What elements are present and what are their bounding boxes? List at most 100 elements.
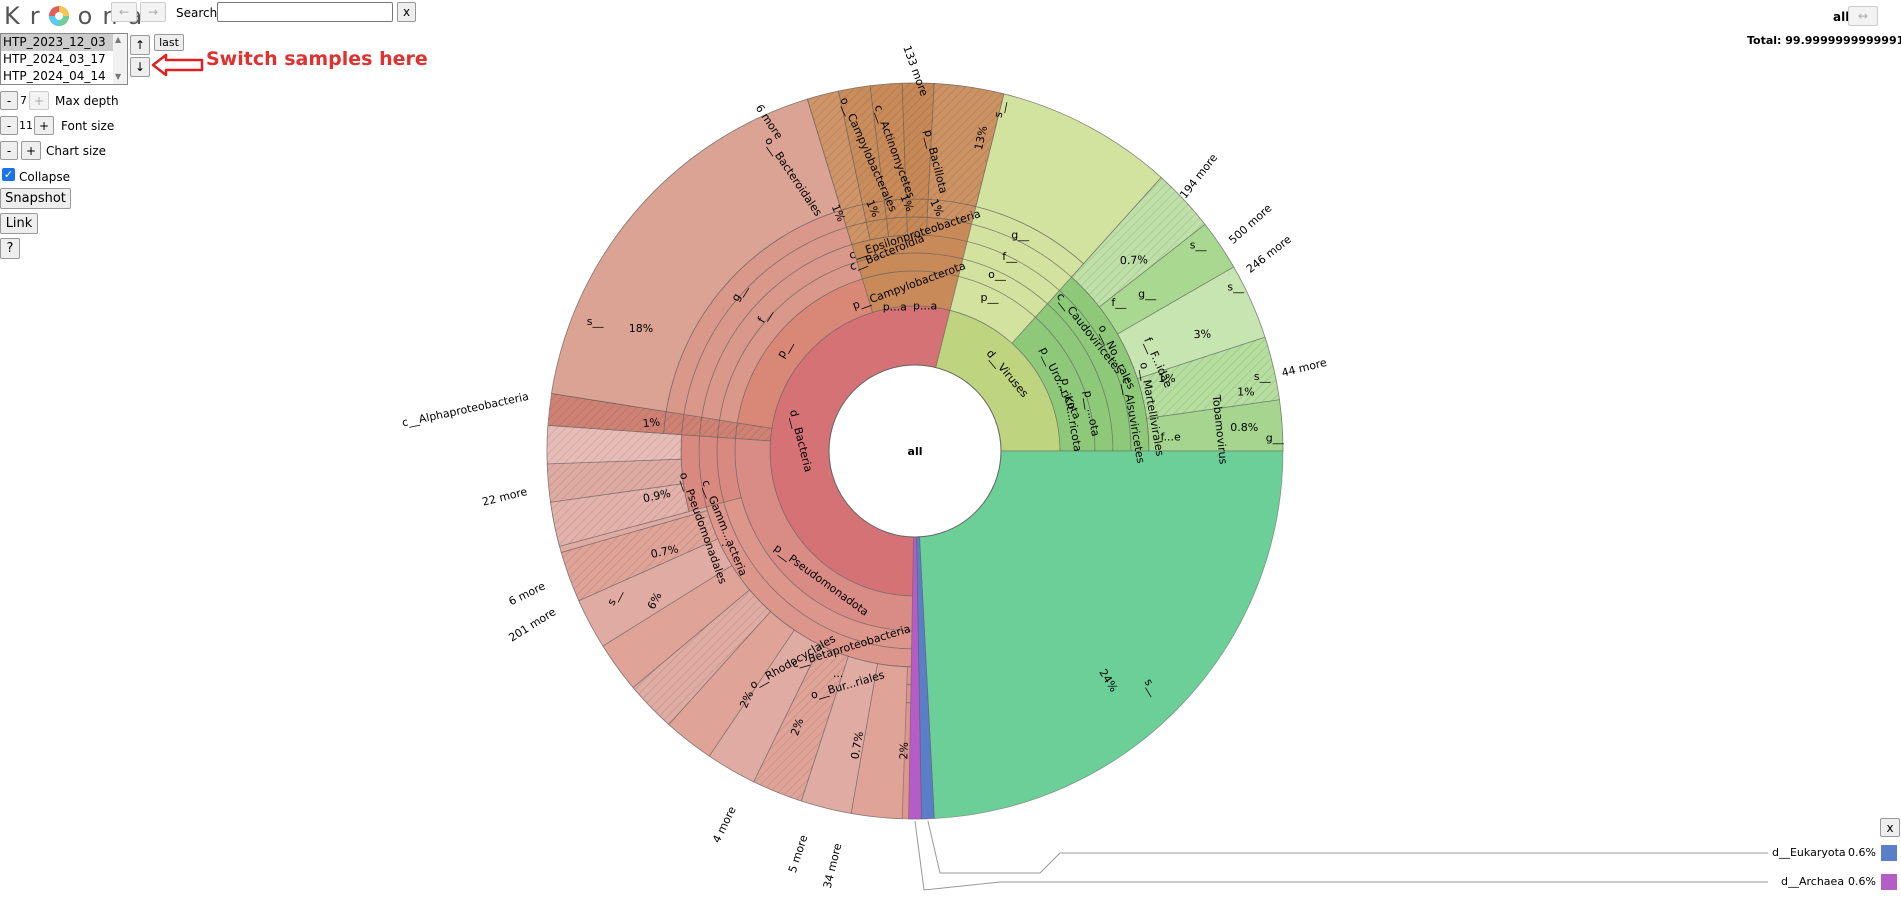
key-close-button[interactable]: x <box>1880 818 1900 837</box>
link-button[interactable]: Link <box>0 213 38 234</box>
key-eukaryota-label: d__Eukaryota <box>1772 846 1846 859</box>
label-13pct: 13% <box>972 125 990 152</box>
label-5-more: 5 more <box>786 833 810 874</box>
key-archaea-label: d__Archaea <box>1781 875 1845 888</box>
label-34-more: 34 more <box>821 842 845 890</box>
label-07pct-c: 0.7% <box>848 731 866 761</box>
wedge-actinomycetes-hatch <box>884 199 907 219</box>
max-depth-plus-button[interactable]: + <box>29 91 49 110</box>
wedge-bacteroidales-hatch <box>846 222 871 245</box>
label-s: s__ <box>1227 281 1244 294</box>
chart-size-minus-button[interactable]: - <box>0 141 18 160</box>
label-2pct: 2% <box>737 689 756 710</box>
wedge-actinomycetes-hatch <box>870 83 907 201</box>
label-ellipsis: ... <box>833 667 844 680</box>
dataset-scrollbar[interactable]: ▲ ▼ <box>113 34 127 84</box>
key-archaea-swatch[interactable] <box>1881 874 1897 890</box>
label-ellipsis: ... <box>721 536 732 549</box>
max-depth-value: 7 <box>20 94 27 107</box>
label-194-more: 194 more <box>1177 151 1220 201</box>
search-label: Search: <box>176 6 222 20</box>
back-button[interactable]: ← <box>111 2 137 22</box>
chart-center-hole[interactable] <box>828 364 1002 538</box>
wedge-gamma-leaf-hatch <box>547 425 682 464</box>
snapshot-button[interactable]: Snapshot <box>0 188 71 209</box>
wedge-alphaproteobacteria-hatch <box>663 411 684 435</box>
label-o-virus: o__ <box>988 268 1006 281</box>
wedge-alphaproteobacteria-hatch <box>735 422 772 441</box>
label-1pct-virus: 1% <box>1158 372 1175 385</box>
wedge-bacteroidales-hatch <box>841 204 867 228</box>
dataset-option[interactable]: HTP_2023_12_03 <box>1 34 127 51</box>
label-g-virus: g__ <box>1011 228 1029 241</box>
dataset-option[interactable]: HTP_2024_04_14 <box>3 69 106 83</box>
label-1pct: 1% <box>863 198 882 219</box>
font-size-value: 11 <box>19 119 33 132</box>
wedge-bacillota-hatch <box>902 83 935 200</box>
collapse-checkbox[interactable]: ✓ <box>2 168 15 181</box>
wedge-burkholderiales-leaf-hatch <box>753 645 849 801</box>
label-09pct: 0.9% <box>642 487 672 506</box>
label-2pct: 2% <box>788 717 806 738</box>
max-depth-label: Max depth <box>55 94 119 108</box>
logo-letter: r <box>29 2 50 30</box>
label-07pct-b: 0.7% <box>650 542 680 561</box>
search-input[interactable] <box>217 2 393 22</box>
key-archaea-leader <box>914 820 1768 891</box>
wedge-bacteroidales-hatch <box>807 91 863 211</box>
label-2pct: 2% <box>897 742 911 760</box>
scroll-up-icon: ▲ <box>115 35 122 44</box>
label-c-alphaproteobacteria: c__Alphaproteobacteria <box>401 390 530 430</box>
last-dataset-button[interactable]: last <box>154 34 184 51</box>
wedge-s-18pct[interactable] <box>551 98 842 413</box>
wedge-alphaproteobacteria-hatch <box>547 393 667 434</box>
font-size-minus-button[interactable]: - <box>0 116 18 135</box>
wedge-gamma-leaf-hatch <box>550 483 689 547</box>
wedge-bacillota-hatch <box>906 217 928 236</box>
label-3pct: 3% <box>1193 328 1211 342</box>
key-eukaryota-percent: 0.6% <box>1848 846 1876 859</box>
label-f-virus: f__ <box>1002 250 1017 263</box>
label-201-more: 201 more <box>506 605 558 644</box>
wedge-bacillota-hatch <box>906 199 929 218</box>
wedge-burkholderiales-leaf-hatch <box>633 589 771 725</box>
chart-size-plus-button[interactable]: + <box>21 141 41 160</box>
label-1pct: 1% <box>829 202 848 223</box>
label-g: g__ <box>1266 431 1284 444</box>
krona-wheel-icon <box>48 6 69 26</box>
label-500-more: 500 more <box>1226 201 1274 246</box>
search-clear-button[interactable]: x <box>397 2 416 22</box>
forward-button[interactable]: → <box>140 2 166 22</box>
logo-letter: K <box>4 2 30 30</box>
wedge-burkholderiales-leaf-hatch <box>561 510 718 601</box>
label-1pct: 1% <box>927 197 946 218</box>
dataset-select[interactable]: HTP_2023_12_03 HTP_2024_03_17 HTP_2024_0… <box>0 33 128 85</box>
label-fe: f...e <box>1160 431 1181 444</box>
dataset-option[interactable]: HTP_2024_03_17 <box>3 52 106 66</box>
label-s-18: s__ <box>587 315 604 328</box>
scroll-down-icon: ▼ <box>115 72 122 81</box>
chart-center-label: all <box>908 445 923 458</box>
next-dataset-button[interactable]: ↓ <box>130 57 150 77</box>
label-s: s__ <box>1190 238 1207 251</box>
wedge-campylobacterales-hatch <box>862 200 887 223</box>
label-pa: p...a <box>883 300 907 313</box>
key-eukaryota-leader <box>927 820 1768 874</box>
key-archaea-percent: 0.6% <box>1848 875 1876 888</box>
font-size-plus-button[interactable]: + <box>34 116 54 135</box>
wedge-virus-leaf-hatch <box>1071 177 1205 307</box>
label-22-more: 22 more <box>481 485 529 509</box>
expand-button[interactable]: ↔ <box>1848 6 1878 26</box>
wedge-campylobacterales-hatch <box>838 85 885 205</box>
wedge-alphaproteobacteria-hatch <box>699 417 720 438</box>
label-6-more-b: 6 more <box>507 579 548 608</box>
key-eukaryota-swatch[interactable] <box>1881 845 1897 861</box>
max-depth-minus-button[interactable]: - <box>0 91 18 110</box>
help-button[interactable]: ? <box>0 238 20 259</box>
label-18pct: 18% <box>629 322 653 335</box>
label-p-virus: p__ <box>981 291 999 304</box>
prev-dataset-button[interactable]: ↑ <box>130 35 150 55</box>
focus-node-label: all <box>1833 10 1850 24</box>
wedge-virus-leaf-hatch <box>1137 337 1280 419</box>
